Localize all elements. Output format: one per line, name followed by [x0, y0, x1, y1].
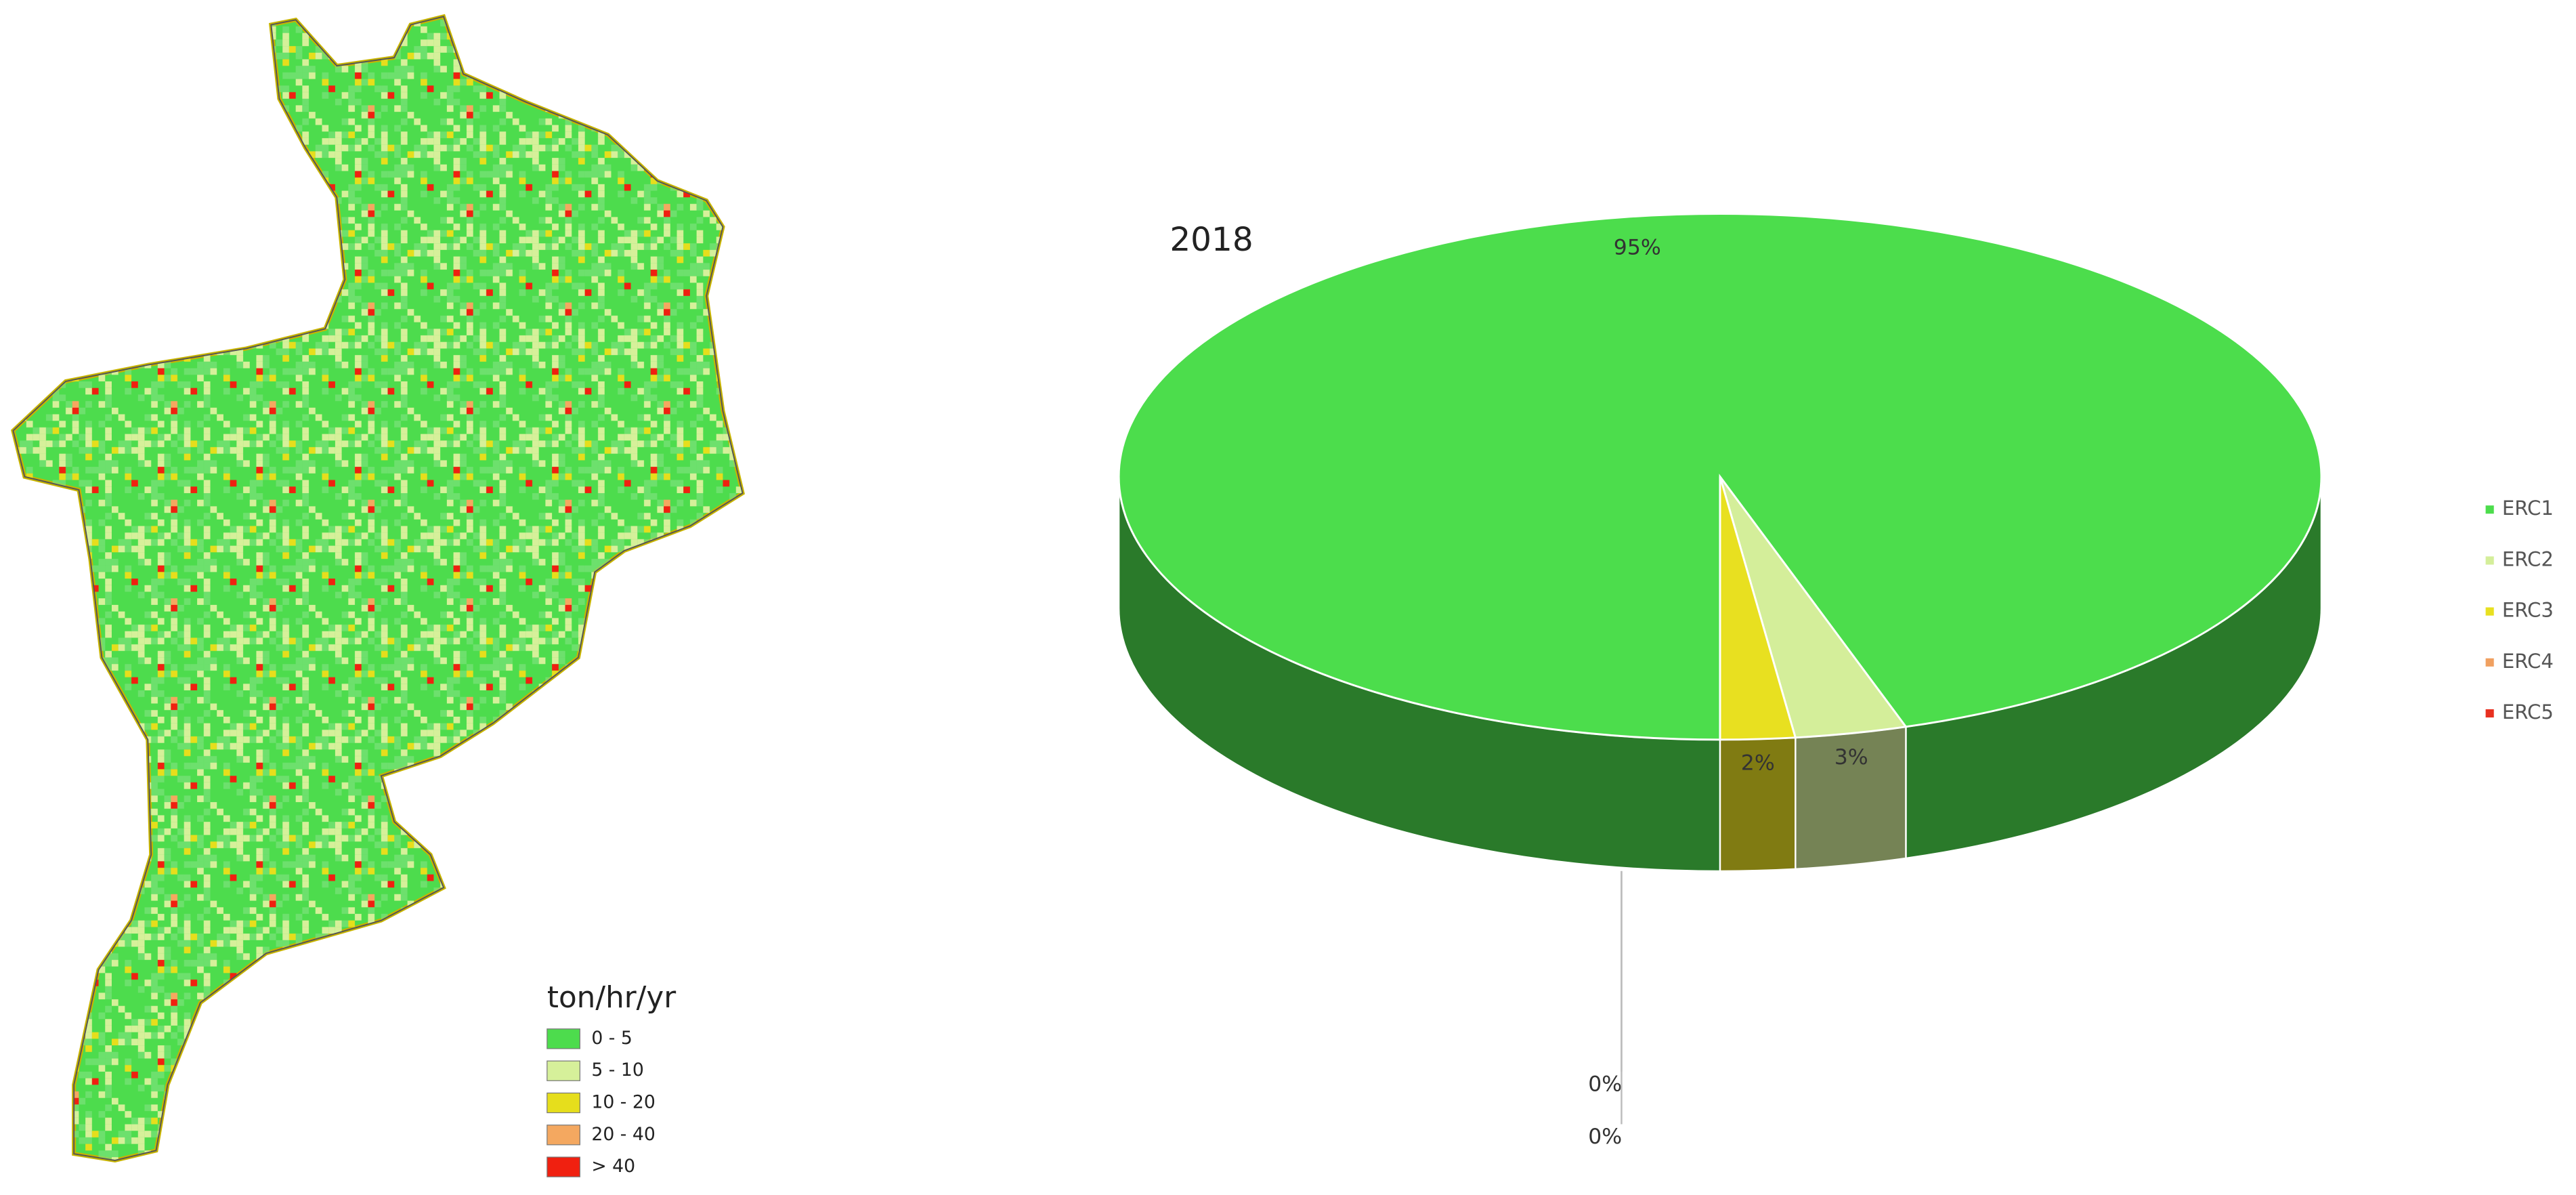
map [11, 14, 746, 1163]
legend-label: ERC1 [2502, 497, 2554, 520]
map-legend-label: > 40 [591, 1156, 635, 1177]
map-legend-title: ton/hr/yr [547, 980, 676, 1015]
legend-label: ERC5 [2502, 700, 2554, 724]
value-label: 0% [1588, 1072, 1622, 1096]
map-legend-label: 20 - 40 [591, 1124, 655, 1145]
chart-title: 2018 [1169, 221, 1253, 259]
map-legend-swatch [546, 1028, 580, 1049]
legend-marker [2485, 556, 2494, 565]
legend-marker [2485, 607, 2494, 616]
legend-marker [2485, 505, 2494, 514]
map-legend-swatch [546, 1125, 580, 1146]
value-label: 95% [1614, 235, 1661, 259]
value-label: 3% [1834, 745, 1868, 770]
legend-marker [2485, 658, 2494, 667]
map-legend-label: 5 - 10 [591, 1060, 644, 1081]
map-legend-swatch [546, 1092, 580, 1114]
legend-label: ERC3 [2502, 599, 2554, 622]
map-outline [12, 16, 744, 1161]
legend-label: ERC4 [2502, 650, 2554, 673]
map-legend-swatch [546, 1156, 580, 1177]
pie-chart: 95% 3% 2% 0% 0% ERC1 ERC2 ERC3 ERC4 ERC5 [1117, 213, 2554, 1149]
value-label: 2% [1741, 751, 1775, 775]
legend-label: ERC2 [2502, 547, 2554, 570]
map-legend-label: 0 - 5 [591, 1028, 632, 1049]
value-label: 0% [1588, 1125, 1622, 1149]
map-legend-swatch [546, 1060, 580, 1081]
legend-marker [2485, 709, 2494, 718]
map-legend-label: 10 - 20 [591, 1092, 655, 1113]
